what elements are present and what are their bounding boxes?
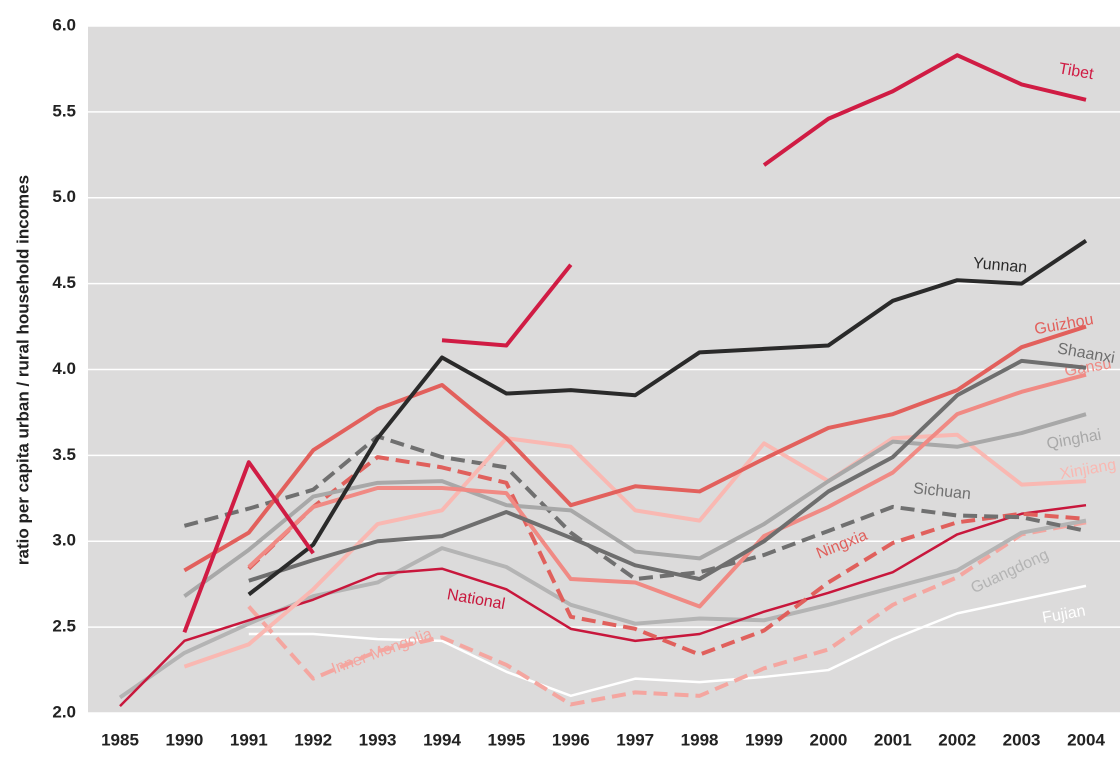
x-tick-label: 2001 <box>874 730 912 749</box>
x-tick-label: 2000 <box>809 730 847 749</box>
series-line <box>183 324 1087 573</box>
series-line <box>248 358 1087 583</box>
series-line <box>248 584 1087 698</box>
series-line <box>247 455 1087 657</box>
y-tick-label: 4.5 <box>52 273 76 292</box>
y-tick-label: 3.5 <box>52 445 76 464</box>
x-tick-label: 1997 <box>616 730 654 749</box>
y-tick-label: 2.0 <box>52 702 76 721</box>
x-tick-label: 2002 <box>938 730 976 749</box>
y-tick-label: 2.5 <box>52 617 76 636</box>
y-tick-label: 3.0 <box>52 531 76 550</box>
y-tick-label: 4.0 <box>52 359 76 378</box>
x-tick-label: 2004 <box>1067 730 1105 749</box>
x-tick-label: 1985 <box>101 730 139 749</box>
series-line <box>182 53 1087 633</box>
x-tick-label: 1992 <box>294 730 332 749</box>
x-tick-label: 1996 <box>552 730 590 749</box>
x-tick-label: 1999 <box>745 730 783 749</box>
x-tick-label: 1993 <box>359 730 397 749</box>
series-label: Sichuan <box>912 480 971 503</box>
series-line <box>119 503 1087 708</box>
x-tick-label: 1994 <box>423 730 461 749</box>
series-line <box>183 412 1087 598</box>
y-axis-title: ratio per capita urban / rural household… <box>13 175 32 565</box>
y-tick-label: 5.0 <box>52 187 76 206</box>
x-tick-label: 1995 <box>487 730 525 749</box>
x-tick-label: 2003 <box>1003 730 1041 749</box>
y-tick-label: 6.0 <box>52 15 76 34</box>
series-label: Tibet <box>1057 60 1095 83</box>
series-line <box>247 372 1087 609</box>
x-tick-label: 1991 <box>230 730 268 749</box>
series-line <box>247 239 1088 597</box>
y-tick-label: 5.5 <box>52 101 76 120</box>
x-tick-label: 1990 <box>165 730 203 749</box>
series-line <box>247 520 1087 707</box>
series-label: Yunnan <box>972 255 1028 277</box>
x-tick-label: 1998 <box>681 730 719 749</box>
